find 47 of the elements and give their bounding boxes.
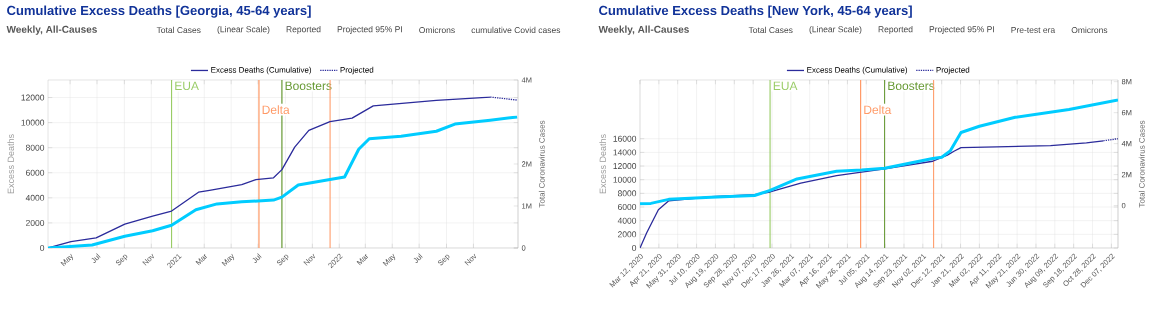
y-tick-label: 10000 xyxy=(613,176,637,183)
text: Reported xyxy=(286,26,321,34)
y-tick-label: 16000 xyxy=(613,135,637,142)
ref-line-label: Delta xyxy=(864,105,892,115)
legend-label: Excess Deaths (Cumulative) xyxy=(807,66,908,75)
y-tick-label: 4000 xyxy=(25,194,45,201)
y-tick-label: 10000 xyxy=(21,119,45,126)
y-tick-label: 8000 xyxy=(617,190,637,197)
chart-subtitle: Weekly, All-Causes xyxy=(598,25,689,35)
chart-title: Cumulative Excess Deaths [Georgia, 45-64 years] xyxy=(7,5,311,18)
ref-line-label: Delta xyxy=(262,105,290,115)
text: (Linear Scale) xyxy=(809,26,862,34)
line-series xyxy=(640,98,1118,206)
y-axis-title: Excess Deaths xyxy=(599,134,606,194)
y-tick-label: 6000 xyxy=(26,169,45,176)
legend-label: Projected xyxy=(936,66,970,75)
y-tick-label: 12000 xyxy=(613,163,637,170)
text: Omicrons xyxy=(419,26,455,34)
text: (Linear Scale) xyxy=(217,26,270,34)
y-tick-label: 14000 xyxy=(613,149,637,156)
ref-line-label: Boosters xyxy=(285,81,332,91)
ref-line-label: EUA xyxy=(773,81,798,91)
text: Pre-test era xyxy=(1011,27,1056,33)
y-tick-label: 6000 xyxy=(618,204,637,211)
y-tick-label: 2000 xyxy=(26,219,45,226)
legend-label: Projected xyxy=(340,66,374,75)
y2-axis-title: Total Coronavirus Cases xyxy=(1138,120,1145,208)
text: Projected 95% PI xyxy=(337,26,402,34)
text: Projected 95% PI xyxy=(929,26,994,34)
y-tick-label: 0 xyxy=(40,244,45,251)
ref-line-label: EUA xyxy=(175,81,199,91)
text: Reported xyxy=(878,26,913,34)
chart-title: Cumulative Excess Deaths [New York, 45-64 years] xyxy=(599,5,912,18)
line-series xyxy=(48,115,519,248)
text: Total Cases xyxy=(748,26,793,34)
y-tick-label: 0 xyxy=(632,244,637,251)
legend-label: Excess Deaths (Cumulative) xyxy=(211,66,312,75)
text: cumulative Covid cases xyxy=(471,26,561,34)
y-axis-title: Excess Deaths xyxy=(7,134,14,194)
text: Total Cases xyxy=(156,26,201,34)
y-tick-label: 4000 xyxy=(617,217,637,224)
y-tick-label: 2000 xyxy=(617,231,637,238)
y-tick-label: 12000 xyxy=(21,94,45,101)
y-tick-label: 8000 xyxy=(25,144,45,151)
chart-subtitle: Weekly, All-Causes xyxy=(6,25,97,35)
text: Omicrons xyxy=(1071,26,1108,34)
y2-axis-title: Total Coronavirus Cases xyxy=(538,120,545,208)
